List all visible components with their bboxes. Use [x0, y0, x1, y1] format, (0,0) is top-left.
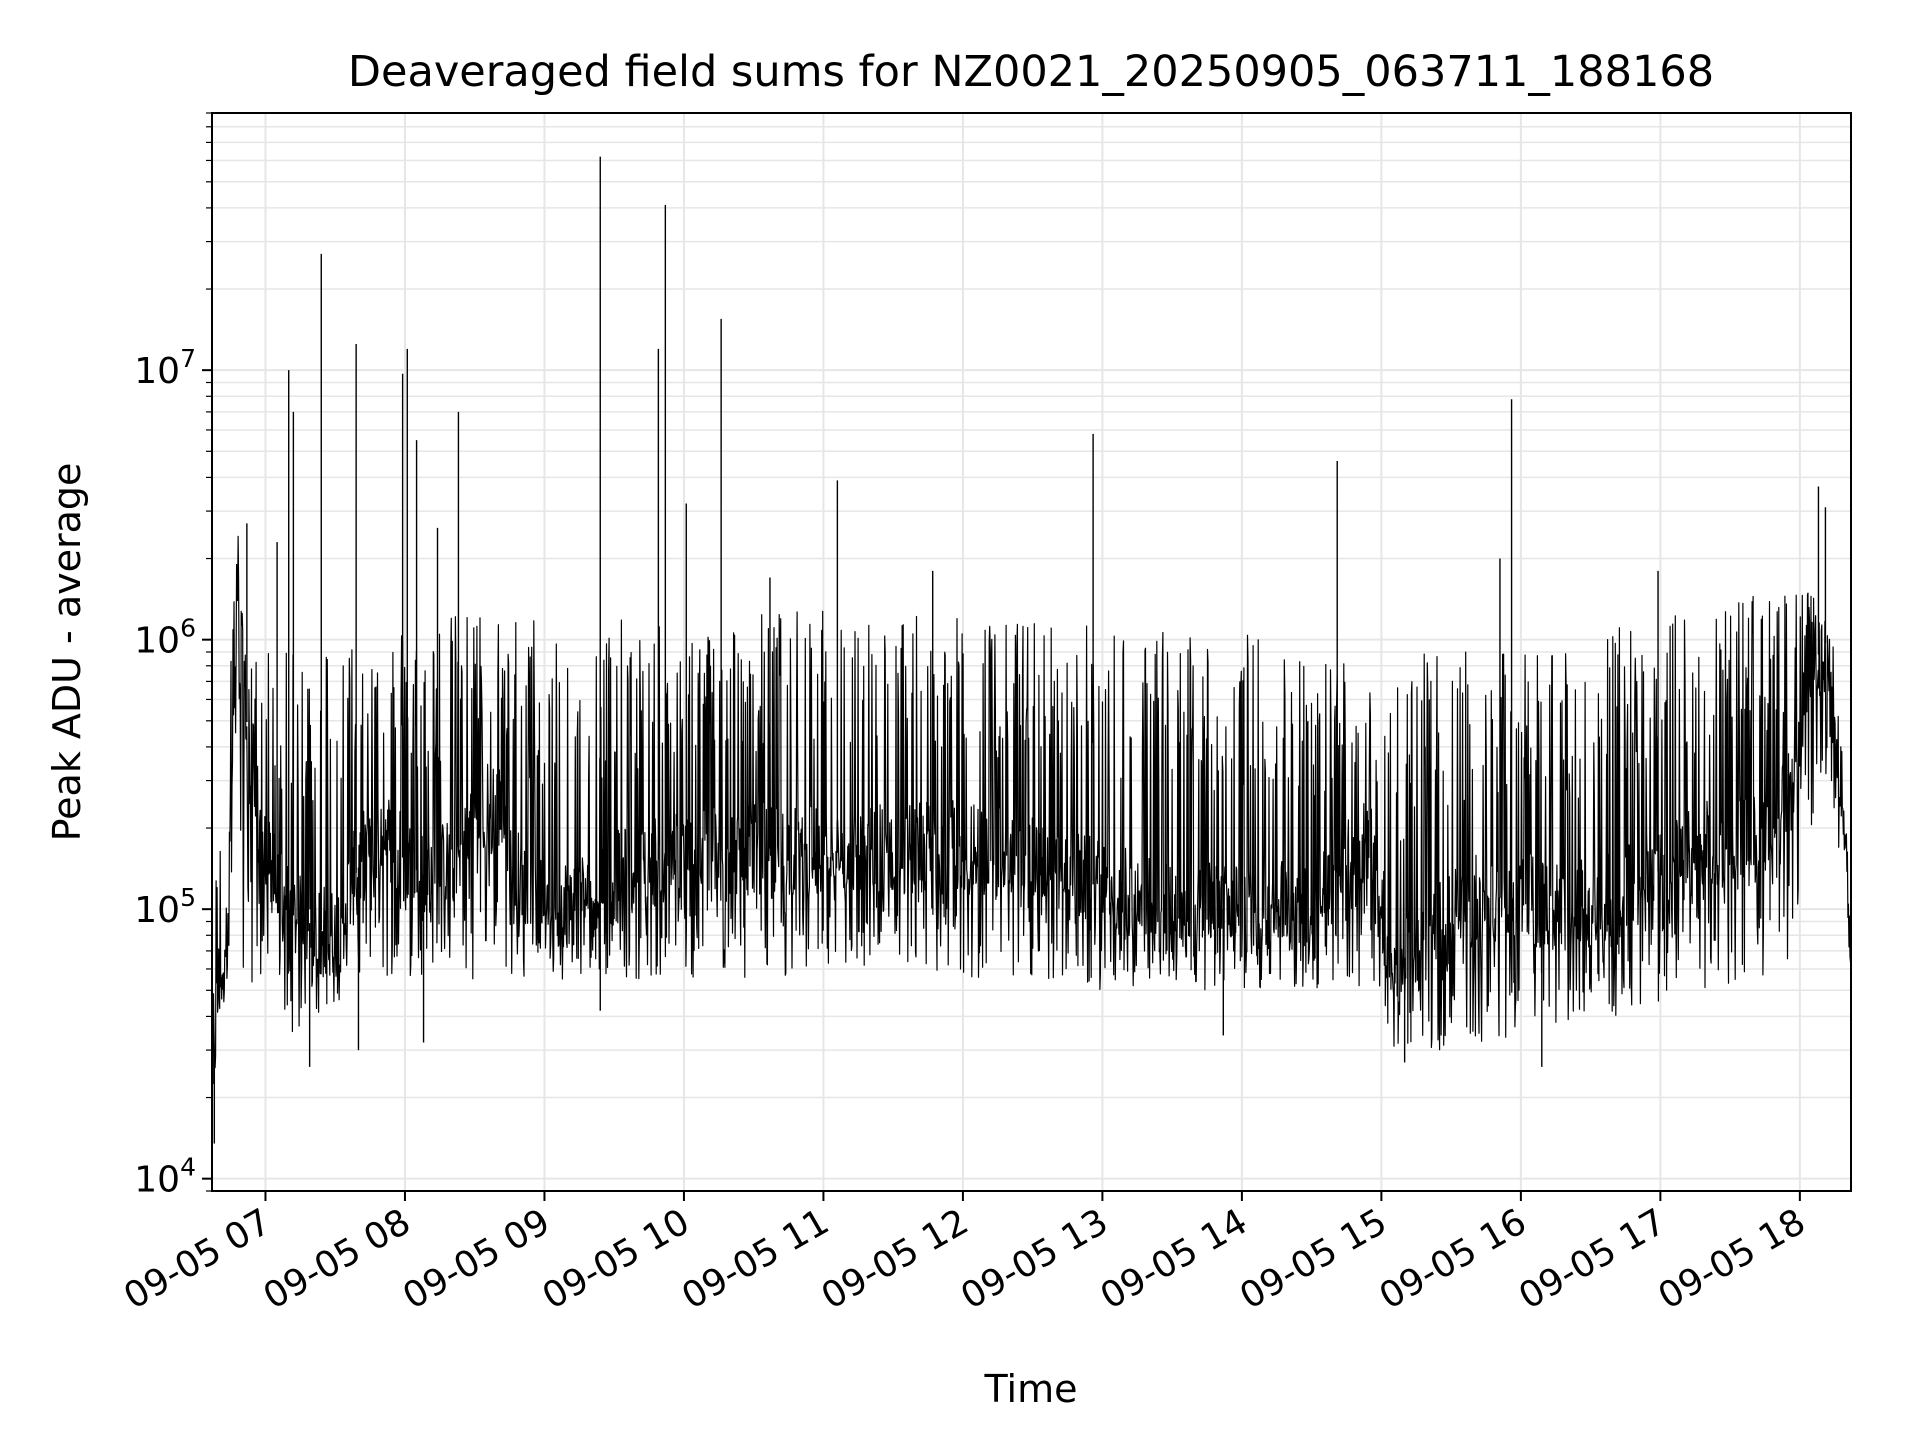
- y-tick-label: 105: [134, 883, 196, 931]
- x-axis-label: Time: [984, 1367, 1078, 1411]
- y-tick-label: 104: [134, 1153, 196, 1201]
- y-tick-label: 106: [134, 614, 196, 662]
- chart-title: Deaveraged field sums for NZ0021_2025090…: [348, 47, 1714, 97]
- y-axis: 104 105 106 107: [134, 112, 212, 1201]
- y-tick-label: 107: [134, 344, 196, 392]
- y-axis-label: Peak ADU - average: [45, 463, 89, 842]
- series-line: [211, 535, 1852, 1158]
- plot-area: [211, 156, 1852, 1158]
